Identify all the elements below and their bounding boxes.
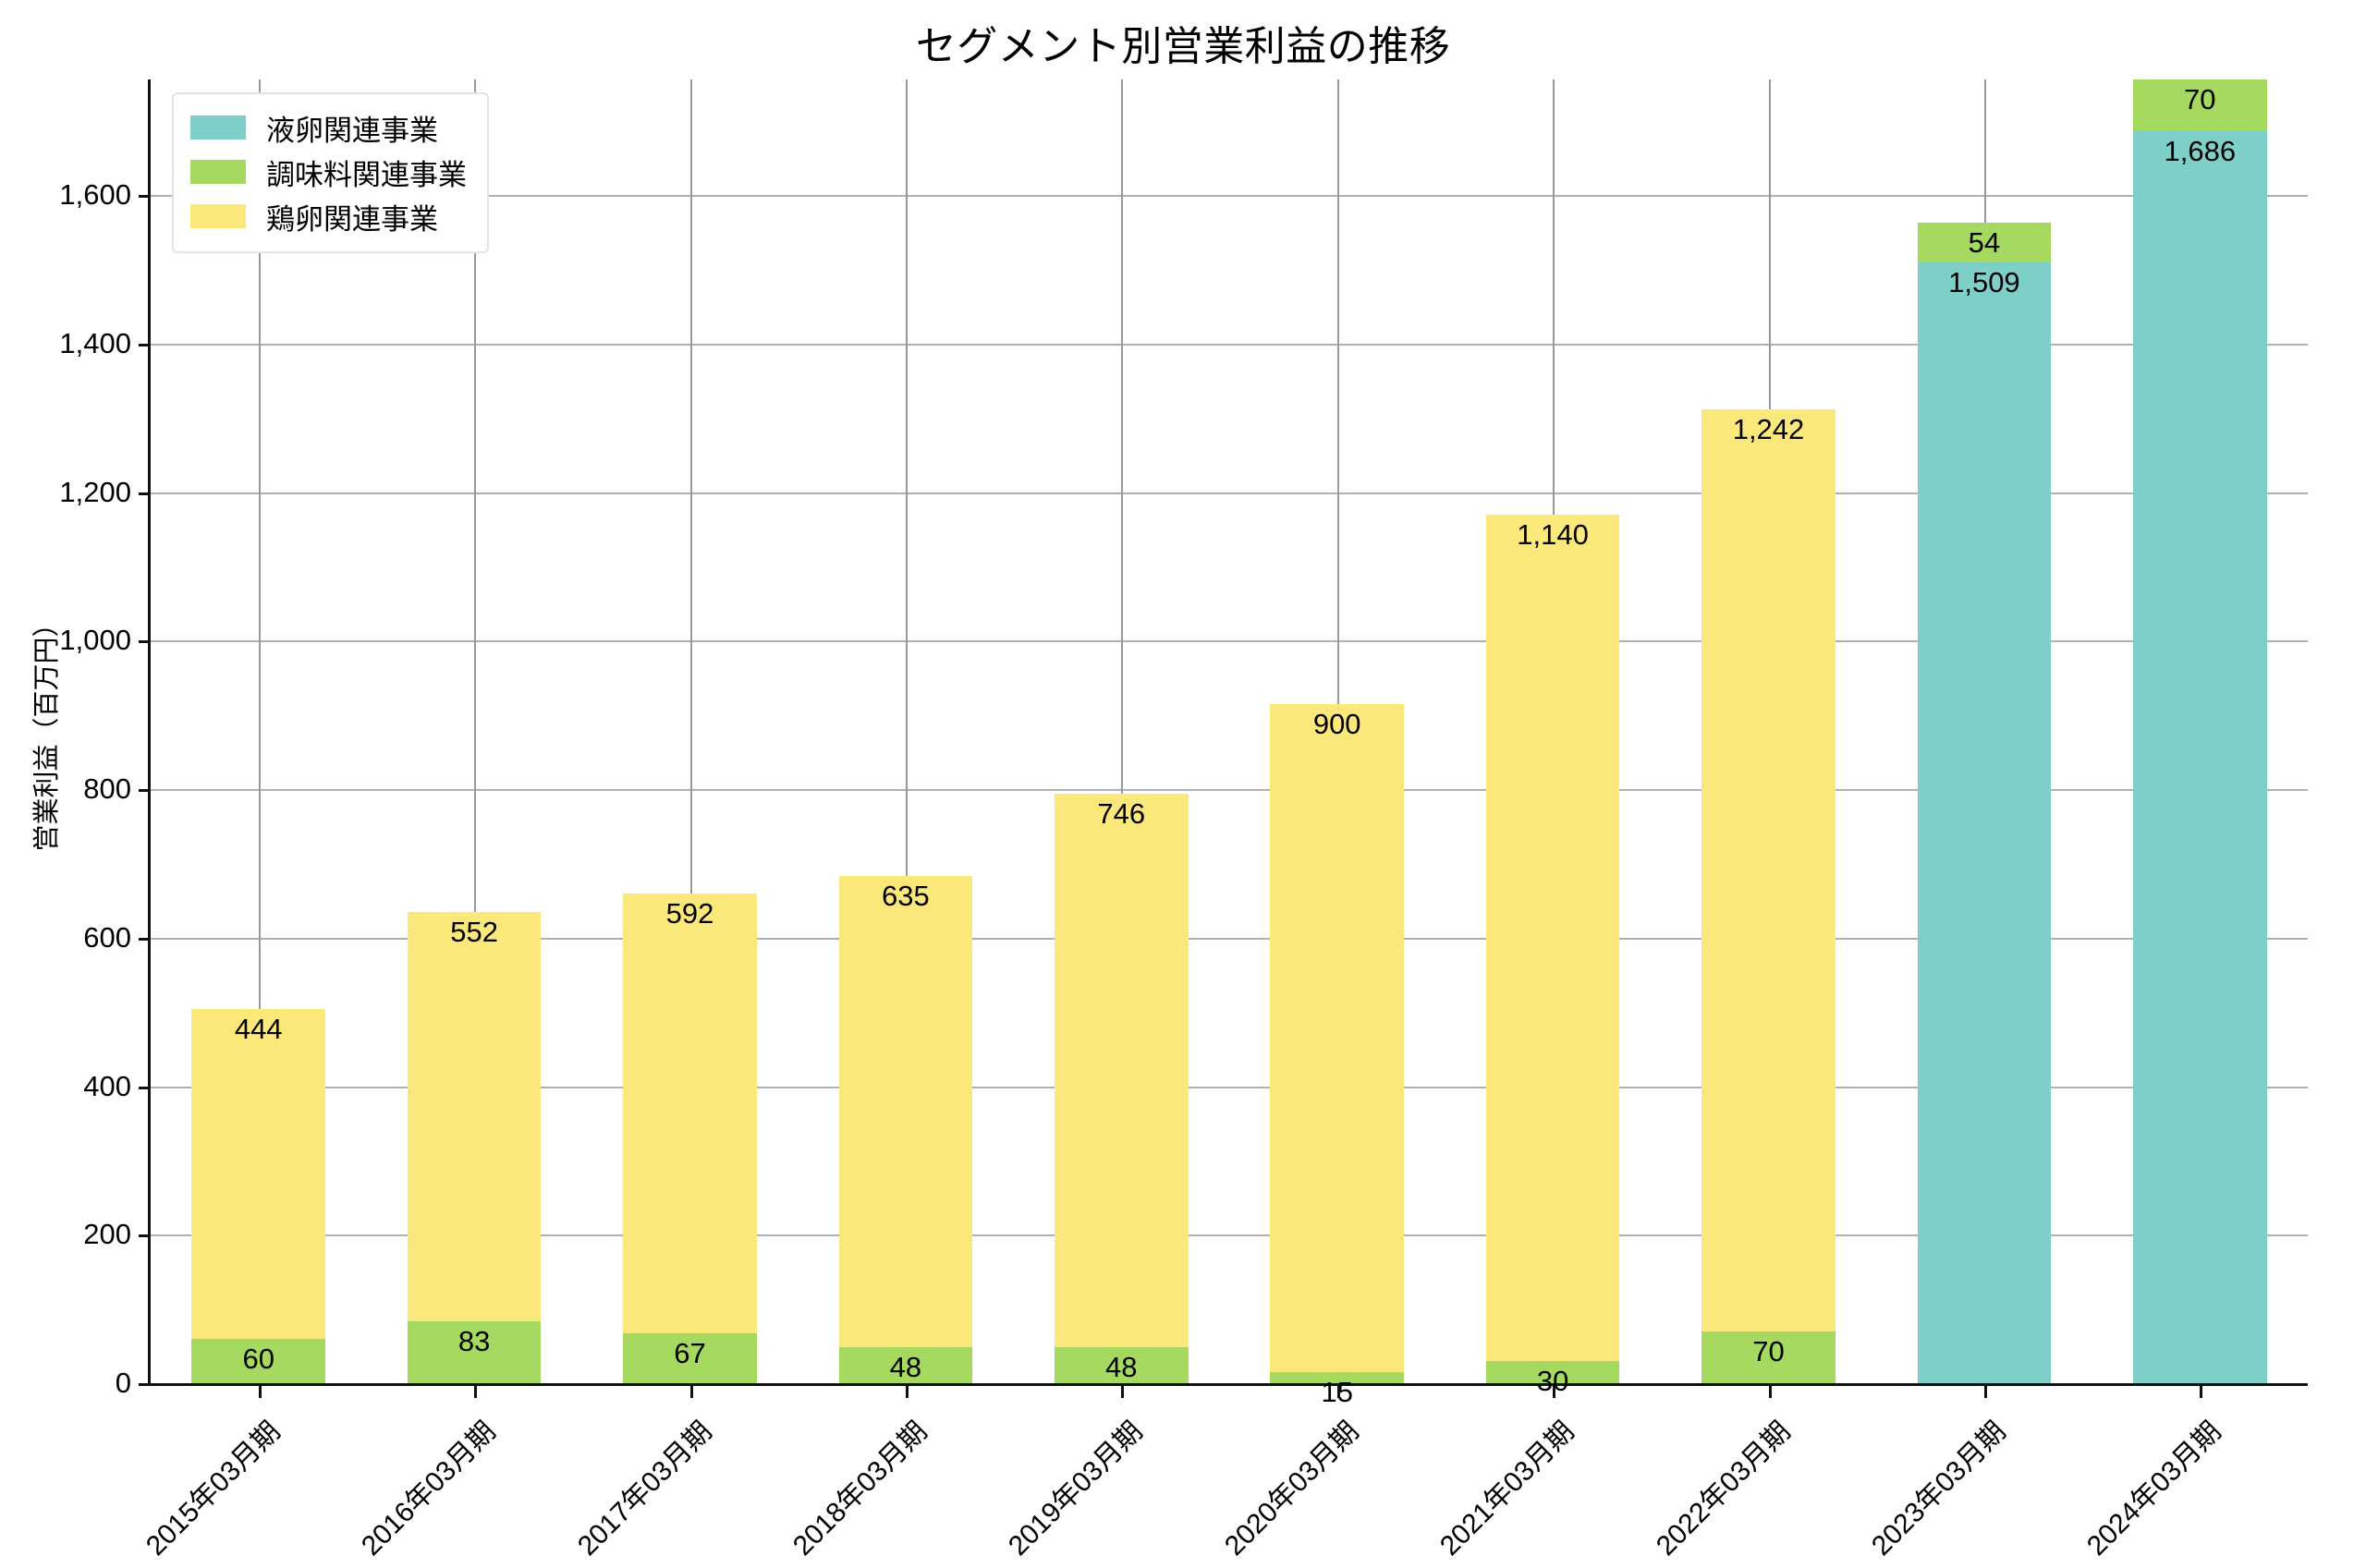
x-axis-tick-labels: 2015年03月期 2016年03月期 2017年03月期 2018年03月期 2019… bbox=[140, 1386, 2308, 1562]
y-tick-mark bbox=[139, 344, 151, 347]
bar-group[interactable]: 1,686 70 bbox=[2132, 79, 2267, 1383]
gridline-horizontal bbox=[151, 1234, 2308, 1237]
x-tick-label: 2020年03月期 bbox=[1218, 1416, 1365, 1562]
x-tick-label: 2024年03月期 bbox=[2081, 1416, 2227, 1562]
bar-group[interactable]: 48 635 bbox=[838, 79, 973, 1383]
legend-label-0: 液卵関連事業 bbox=[266, 114, 438, 147]
y-tick-label: 200 bbox=[83, 1218, 131, 1251]
bar-group[interactable]: 1,509 54 bbox=[1917, 79, 2052, 1383]
x-tick-mark bbox=[689, 1386, 693, 1398]
legend-item-0[interactable]: 液卵関連事業 bbox=[190, 105, 467, 150]
x-tick-mark bbox=[2200, 1386, 2203, 1398]
y-tick-mark bbox=[139, 640, 151, 644]
legend-label-1: 調味料関連事業 bbox=[266, 158, 467, 191]
bar-segment[interactable] bbox=[1054, 794, 1189, 1348]
y-tick-mark bbox=[139, 492, 151, 495]
bar-segment[interactable] bbox=[838, 876, 973, 1348]
y-tick-label: 1,200 bbox=[59, 475, 131, 508]
y-tick-label: 600 bbox=[83, 920, 131, 954]
y-axis-tick-labels: 0 200 400 600 800 1,000 1,200 1,400 1,600 bbox=[0, 79, 131, 1399]
x-tick-label: 2017年03月期 bbox=[571, 1416, 718, 1562]
gridline-horizontal bbox=[151, 937, 2308, 940]
x-tick-label: 2022年03月期 bbox=[1650, 1416, 1797, 1562]
bar-group[interactable]: 67 592 bbox=[623, 79, 757, 1383]
legend-swatch-icon-1 bbox=[190, 160, 246, 184]
legend-item-2[interactable]: 鶏卵関連事業 bbox=[190, 194, 467, 238]
gridline-vertical bbox=[474, 79, 477, 1383]
gridline-vertical bbox=[905, 79, 908, 1383]
legend-item-1[interactable]: 調味料関連事業 bbox=[190, 150, 467, 194]
plot-inner: 60 444 83 552 67 592 48 635 48 746 15 900 30 1,140 70 1… bbox=[139, 79, 2308, 1408]
gridline-horizontal bbox=[151, 492, 2308, 494]
x-tick-mark bbox=[474, 1386, 478, 1398]
x-tick-label: 2016年03月期 bbox=[356, 1416, 502, 1562]
chart-legend: 液卵関連事業 調味料関連事業 鶏卵関連事業 bbox=[172, 92, 489, 253]
legend-label-2: 鶏卵関連事業 bbox=[266, 202, 438, 236]
y-tick-label: 400 bbox=[83, 1069, 131, 1102]
bar-segment[interactable] bbox=[191, 1338, 326, 1383]
y-tick-mark bbox=[139, 1086, 151, 1089]
bar-segment[interactable] bbox=[1701, 408, 1835, 1331]
bar-segment[interactable] bbox=[1917, 223, 2052, 263]
x-tick-mark bbox=[1768, 1386, 1772, 1398]
bar-group[interactable]: 83 552 bbox=[407, 79, 542, 1383]
bar-group[interactable]: 70 1,242 bbox=[1701, 79, 1835, 1383]
bar-segment[interactable] bbox=[191, 1009, 326, 1339]
bar-group[interactable]: 15 900 bbox=[1270, 79, 1405, 1408]
bar-segment[interactable] bbox=[1270, 703, 1405, 1372]
x-tick-mark bbox=[1121, 1386, 1125, 1398]
x-tick-mark bbox=[1983, 1386, 1987, 1398]
y-tick-label: 1,400 bbox=[59, 327, 131, 360]
x-tick-mark bbox=[258, 1386, 262, 1398]
bar-segment[interactable] bbox=[407, 911, 542, 1322]
gridline-horizontal bbox=[151, 195, 2308, 198]
bar-segment[interactable] bbox=[1485, 514, 1620, 1361]
y-tick-mark bbox=[139, 789, 151, 793]
bar-segment[interactable] bbox=[838, 1347, 973, 1383]
bar-segment[interactable] bbox=[407, 1321, 542, 1383]
gridline-horizontal bbox=[151, 789, 2308, 792]
bar-segment[interactable] bbox=[1054, 1347, 1189, 1383]
x-axis-ticks bbox=[148, 1386, 2308, 1404]
bar-group[interactable]: 60 444 bbox=[191, 79, 326, 1383]
x-tick-mark bbox=[1553, 1386, 1556, 1398]
bar-segment[interactable] bbox=[623, 1333, 757, 1383]
x-tick-label: 2015年03月期 bbox=[140, 1416, 287, 1562]
chart-title: セグメント別営業利益の推移 bbox=[915, 24, 1451, 69]
bar-segment[interactable] bbox=[1701, 1331, 1835, 1383]
y-tick-label: 1,600 bbox=[59, 178, 131, 212]
bar-group[interactable]: 48 746 bbox=[1054, 79, 1189, 1383]
legend-swatch-icon-0 bbox=[190, 115, 246, 140]
bar-segment[interactable] bbox=[2132, 79, 2267, 132]
gridline-horizontal bbox=[151, 344, 2308, 346]
bar-segment[interactable] bbox=[1270, 1371, 1405, 1383]
bar-group[interactable]: 30 1,140 bbox=[1485, 79, 1620, 1397]
plot-area: 60 444 83 552 67 592 48 635 48 746 15 900 30 1,140 70 1… bbox=[139, 79, 2308, 1408]
x-tick-label: 2018年03月期 bbox=[787, 1416, 933, 1562]
bar-segment[interactable] bbox=[2132, 131, 2267, 1383]
legend-swatch-icon-2 bbox=[190, 204, 246, 228]
bar-segment[interactable] bbox=[623, 893, 757, 1334]
x-tick-label: 2023年03月期 bbox=[1865, 1416, 2012, 1562]
bar-segment[interactable] bbox=[1485, 1360, 1620, 1383]
bar-segment[interactable] bbox=[1917, 262, 2052, 1383]
y-tick-mark bbox=[139, 1234, 151, 1238]
x-tick-mark bbox=[905, 1386, 909, 1398]
y-tick-label: 1,000 bbox=[59, 624, 131, 657]
y-tick-mark bbox=[139, 937, 151, 941]
y-tick-label: 0 bbox=[115, 1367, 131, 1399]
y-tick-mark bbox=[139, 1383, 151, 1386]
gridline-vertical bbox=[1121, 79, 1124, 1383]
y-tick-label: 800 bbox=[83, 772, 131, 806]
y-tick-mark bbox=[139, 195, 151, 199]
x-tick-mark bbox=[1336, 1386, 1340, 1398]
gridline-horizontal bbox=[151, 1086, 2308, 1088]
gridline-vertical bbox=[258, 79, 261, 1383]
x-tick-label: 2021年03月期 bbox=[1434, 1416, 1580, 1562]
x-tick-label: 2019年03月期 bbox=[1003, 1416, 1149, 1562]
gridline-horizontal bbox=[151, 640, 2308, 643]
gridline-vertical bbox=[689, 79, 692, 1383]
